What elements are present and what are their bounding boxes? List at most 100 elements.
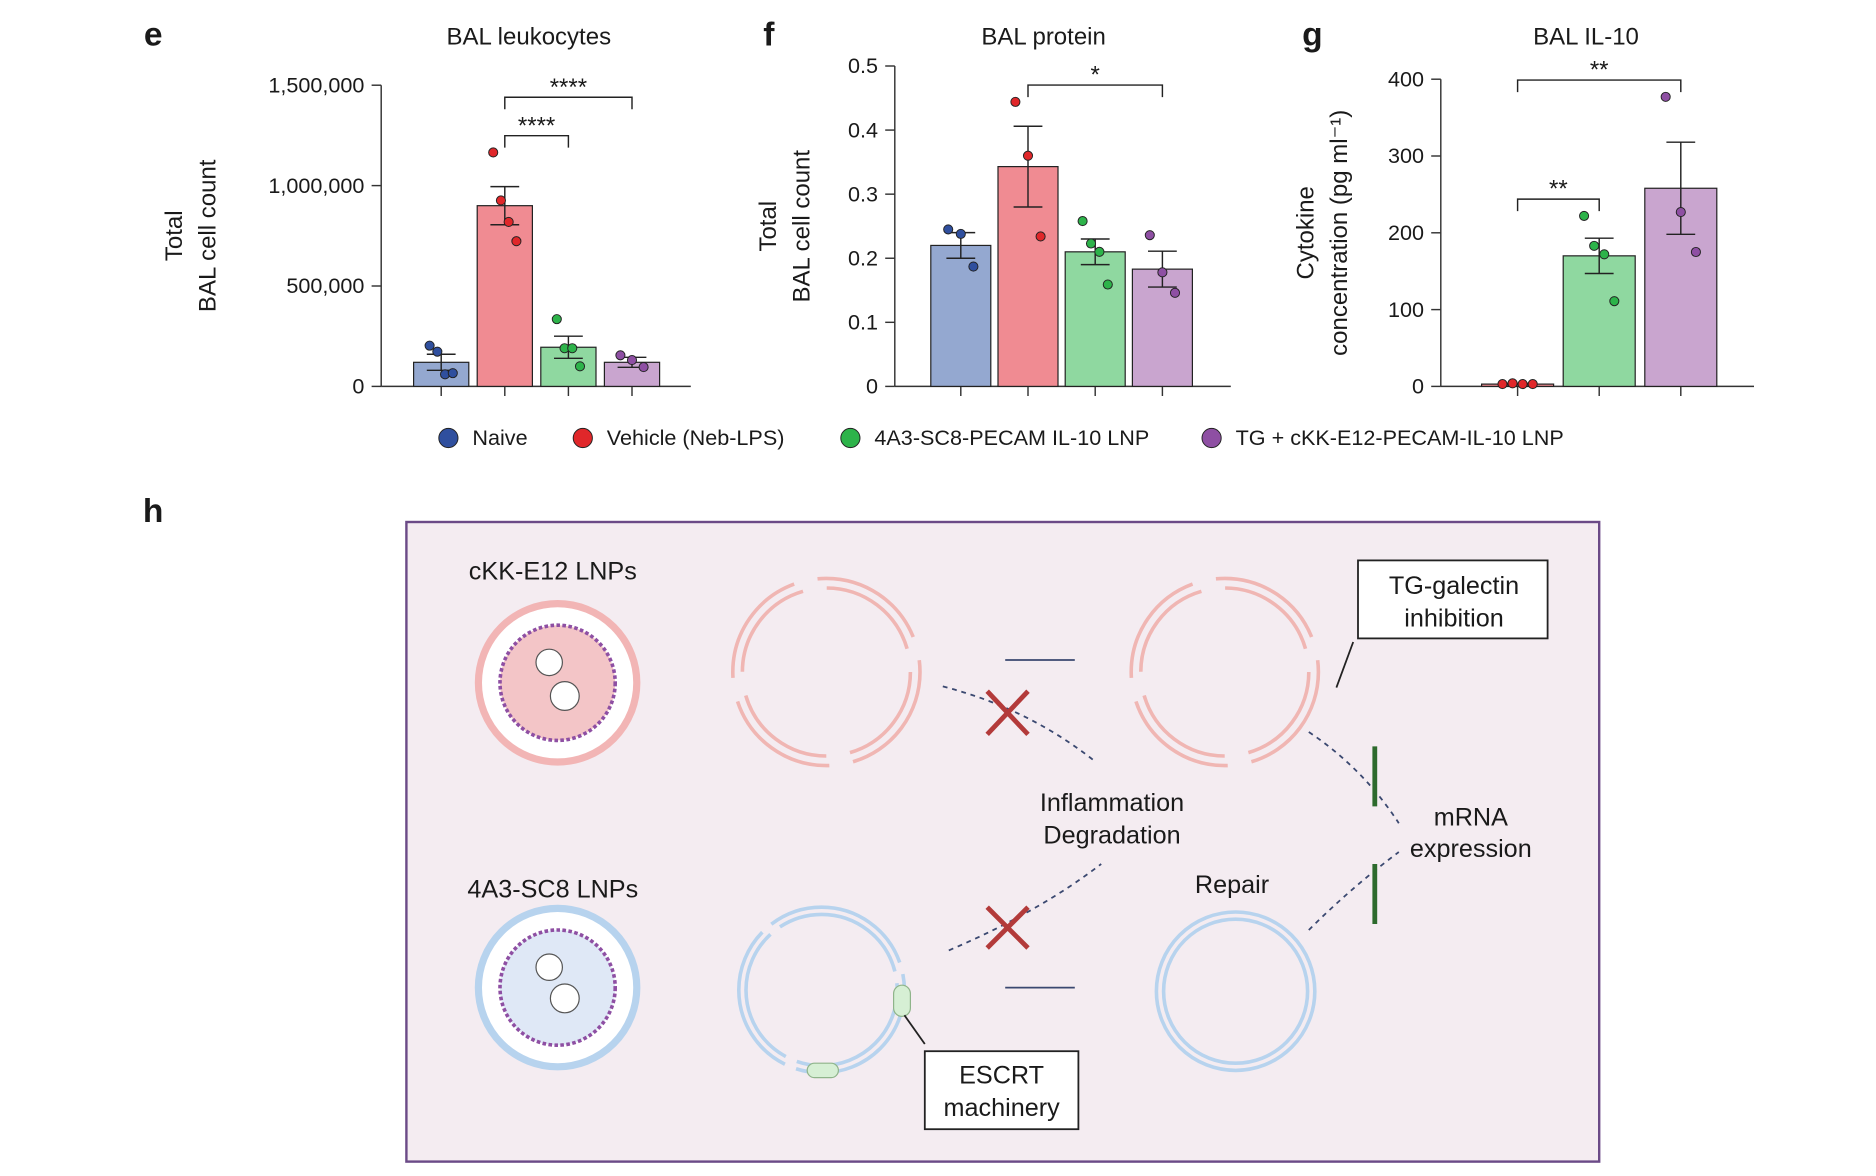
diagram-label: Inflammation (1040, 789, 1184, 817)
data-point (488, 147, 499, 158)
legend-marker (572, 427, 593, 449)
data-point (511, 236, 522, 247)
error-bar (1666, 141, 1696, 236)
legend-marker (438, 427, 459, 449)
data-point (503, 216, 514, 227)
significance-bracket (504, 96, 633, 110)
data-point (1690, 246, 1701, 258)
y-axis-label: Total (755, 201, 782, 252)
data-point (1102, 279, 1113, 290)
data-point (615, 350, 626, 361)
bar (476, 205, 533, 387)
y-tick-label: 0 (1412, 374, 1424, 399)
arrows (942, 659, 1400, 989)
y-tick-label: 0 (866, 374, 878, 399)
data-point (1517, 379, 1528, 390)
significance-bracket (504, 134, 570, 148)
bar (1064, 251, 1126, 387)
bar (1562, 255, 1636, 387)
data-point (551, 314, 562, 325)
endosomes (731, 576, 1321, 768)
data-point (1675, 207, 1686, 218)
data-point (1169, 287, 1181, 298)
y-tick-label: 0.1 (848, 310, 878, 335)
data-point (1010, 96, 1021, 107)
diagram-label: ESCRT (959, 1062, 1044, 1090)
blocked (985, 689, 1030, 950)
y-axis-label: concentration (pg ml⁻¹) (1326, 110, 1353, 356)
data-point (495, 195, 506, 206)
data-point (1094, 246, 1105, 257)
data-point (1077, 216, 1088, 227)
escrt-box (923, 1050, 1080, 1131)
diagram-label: machinery (944, 1094, 1061, 1122)
y-axis-label: Cytokine (1293, 186, 1320, 279)
diagram (405, 520, 1601, 1163)
diagram-label: cKK-E12 LNPs (469, 558, 637, 586)
legend-marker (840, 427, 861, 449)
error-bar (1013, 125, 1043, 208)
data-point (1085, 238, 1097, 249)
data-point (1527, 379, 1538, 390)
data-point (567, 343, 578, 354)
y-tick-label: 0.4 (848, 117, 878, 142)
panel-label: g (1302, 17, 1323, 54)
error-bar (1584, 237, 1614, 275)
significance-label: ** (1590, 57, 1609, 84)
data-point (574, 361, 586, 372)
chart-title: BAL IL-10 (1533, 23, 1639, 50)
diagram-label: TG-galectin (1389, 572, 1519, 600)
a43-lnp (474, 904, 641, 1071)
panel-label: h (143, 493, 164, 530)
significance-bracket (1516, 79, 1682, 93)
data-point (1660, 91, 1671, 102)
tg-box (1357, 559, 1549, 640)
significance-bracket (1027, 84, 1164, 98)
data-point (638, 362, 649, 373)
legend-label: Naive (472, 425, 527, 450)
data-point (943, 224, 954, 235)
y-tick-label: 0 (352, 374, 364, 399)
data-point (1599, 249, 1610, 260)
diagram-label: expression (1410, 835, 1532, 863)
significance-label: **** (550, 74, 587, 101)
y-tick-label: 400 (1388, 66, 1424, 91)
data-point (424, 340, 435, 351)
data-point (968, 261, 979, 272)
diagram-label: mRNA (1434, 804, 1508, 832)
y-tick-label: 0.5 (848, 53, 878, 78)
diagram-label: Repair (1195, 871, 1269, 899)
panel-label: f (763, 17, 775, 54)
chart-title: BAL protein (981, 23, 1106, 50)
diagram-label: 4A3-SC8 LNPs (467, 876, 638, 904)
diagram-label: Degradation (1043, 822, 1180, 850)
legend-marker (1201, 427, 1222, 449)
legend-label: 4A3-SC8-PECAM IL-10 LNP (874, 425, 1149, 450)
data-point (447, 368, 458, 379)
bar (1131, 268, 1193, 387)
data-point (626, 355, 638, 366)
y-axis-label: Total (161, 210, 188, 261)
y-tick-label: 0.2 (848, 245, 878, 270)
data-point (1579, 210, 1590, 221)
ckk-lnp (474, 600, 641, 766)
significance-label: **** (518, 112, 555, 139)
diagram-label: inhibition (1404, 604, 1503, 632)
escrt-endosomes (736, 905, 1317, 1079)
data-point (1609, 296, 1620, 307)
y-axis-label: BAL cell count (789, 150, 816, 303)
bar (930, 244, 992, 388)
data-point (1507, 378, 1518, 389)
data-point (1157, 267, 1168, 278)
legend-label: Vehicle (Neb-LPS) (607, 425, 785, 450)
panel-label: e (144, 17, 163, 54)
legend-label: TG + cKK-E12-PECAM-IL-10 LNP (1236, 425, 1564, 450)
data-point (1022, 150, 1034, 161)
significance-bracket (1516, 198, 1600, 212)
y-tick-label: 100 (1388, 297, 1424, 322)
y-tick-label: 1,500,000 (268, 72, 364, 97)
data-point (1144, 230, 1155, 241)
y-tick-label: 300 (1388, 143, 1424, 168)
